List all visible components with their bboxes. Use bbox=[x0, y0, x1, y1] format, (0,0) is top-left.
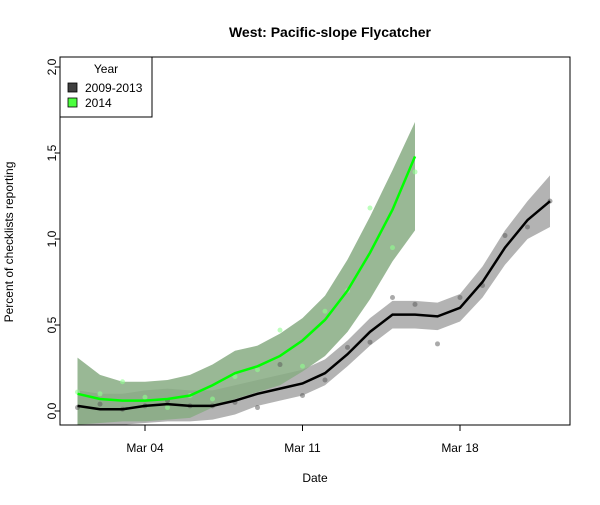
legend-label-2014: 2014 bbox=[85, 96, 112, 110]
legend-swatch-2014 bbox=[67, 97, 78, 108]
data-point bbox=[232, 374, 238, 380]
data-point bbox=[165, 405, 170, 411]
data-point bbox=[300, 363, 305, 369]
data-point bbox=[255, 405, 260, 411]
legend-label-2009-2013: 2009-2013 bbox=[85, 81, 143, 95]
data-point bbox=[457, 294, 463, 300]
x-tick-label: Mar 11 bbox=[284, 441, 321, 455]
data-point bbox=[277, 362, 283, 368]
legend: Year 2009-2013 2014 bbox=[59, 56, 153, 118]
data-point bbox=[412, 169, 418, 175]
legend-title: Year bbox=[94, 62, 118, 76]
data-point bbox=[412, 301, 418, 307]
x-axis-label: Date bbox=[302, 471, 328, 485]
data-point bbox=[300, 393, 305, 399]
data-point bbox=[322, 377, 328, 383]
legend-swatch-2009-2013 bbox=[67, 82, 78, 93]
trend-line-2014 bbox=[77, 155, 417, 402]
data-point bbox=[322, 308, 328, 314]
data-point bbox=[210, 396, 215, 402]
data-point bbox=[97, 391, 103, 397]
data-point bbox=[277, 327, 283, 333]
y-tick-label: 1.5 bbox=[45, 144, 59, 161]
y-tick-label: 2.0 bbox=[45, 58, 59, 75]
y-tick-label: 0.0 bbox=[45, 402, 59, 419]
data-point bbox=[390, 294, 395, 300]
x-tick-label: Mar 18 bbox=[441, 441, 479, 455]
data-point bbox=[435, 341, 440, 347]
plot-frame bbox=[59, 56, 571, 426]
data-point bbox=[525, 224, 530, 230]
data-point bbox=[390, 245, 395, 251]
x-tick-label: Mar 04 bbox=[126, 441, 164, 455]
data-point bbox=[97, 401, 103, 407]
y-axis-label: Percent of checklists reporting bbox=[2, 162, 16, 323]
trend-line-2009-2013 bbox=[77, 200, 551, 411]
data-point bbox=[367, 205, 373, 211]
data-point bbox=[502, 233, 508, 239]
confidence-band-2014 bbox=[77, 122, 415, 425]
data-point bbox=[255, 367, 260, 373]
data-point bbox=[142, 394, 148, 400]
data-point bbox=[367, 339, 373, 345]
y-tick-label: 1.0 bbox=[45, 230, 59, 247]
data-point bbox=[345, 344, 350, 350]
y-tick-label: 0.5 bbox=[45, 316, 59, 333]
chart-title: West: Pacific-slope Flycatcher bbox=[229, 24, 432, 40]
data-point bbox=[120, 379, 125, 385]
